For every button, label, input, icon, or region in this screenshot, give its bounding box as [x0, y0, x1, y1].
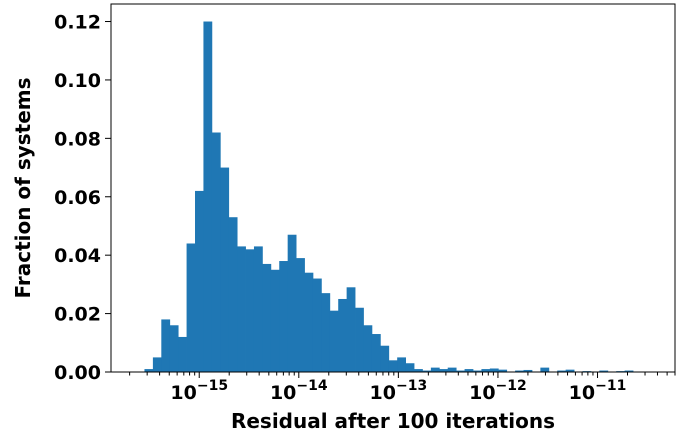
- histogram-bar: [304, 272, 314, 372]
- histogram-bar: [253, 246, 263, 372]
- histogram-bar: [220, 167, 230, 372]
- histogram-bar: [144, 369, 154, 372]
- histogram-bar: [540, 367, 550, 372]
- histogram-bar: [195, 190, 204, 372]
- y-tick-label: 0.06: [54, 187, 101, 209]
- histogram-bar: [329, 310, 339, 372]
- histogram-bar: [178, 336, 187, 372]
- y-axis-label: Fraction of systems: [11, 77, 35, 298]
- histogram-bar: [321, 293, 331, 372]
- x-tick-label: 10−13: [370, 378, 428, 404]
- y-tick-label: 0.08: [54, 128, 101, 150]
- histogram-bar: [388, 360, 398, 372]
- histogram-bar: [203, 21, 213, 373]
- histogram-bar: [397, 357, 406, 372]
- x-axis: 10−15 10−14 10−13 10−12 10−11: [129, 372, 676, 404]
- histogram-bar: [262, 263, 272, 372]
- histogram-bar: [481, 369, 491, 372]
- y-tick-label: 0.10: [54, 70, 101, 92]
- x-tick-label: 10−15: [170, 378, 228, 404]
- histogram-bar: [599, 370, 609, 372]
- x-tick-label: 10−11: [569, 378, 627, 404]
- histogram-bar: [169, 325, 179, 372]
- histogram-bar: [414, 369, 423, 372]
- histogram-bar: [557, 370, 567, 372]
- y-tick-label: 0.12: [54, 12, 101, 34]
- y-axis: 0.00 0.02 0.04 0.06 0.08 0.10 0.12: [54, 12, 111, 384]
- histogram-bar: [430, 367, 440, 372]
- histogram-bar: [405, 363, 415, 372]
- histogram-bar: [422, 370, 432, 372]
- histogram-bar: [228, 217, 238, 372]
- histogram-bar: [624, 370, 634, 372]
- histogram-bar: [152, 357, 162, 372]
- histogram-bar: [371, 334, 381, 372]
- histogram-bar: [237, 246, 246, 372]
- histogram-bar: [279, 261, 289, 372]
- x-axis-label: Residual after 100 iterations: [231, 409, 555, 433]
- y-tick-label: 0.02: [54, 304, 101, 326]
- x-tick-label: 10−12: [469, 378, 527, 404]
- histogram-bar: [211, 132, 221, 372]
- histogram-bar: [447, 367, 457, 372]
- bars-group: [144, 21, 634, 373]
- y-tick-label: 0.00: [54, 362, 101, 384]
- histogram-bar: [355, 307, 364, 372]
- histogram-bar: [456, 370, 465, 372]
- histogram-bar: [515, 370, 524, 372]
- histogram-bar: [363, 325, 373, 372]
- x-tick-label: 10−14: [270, 378, 328, 404]
- histogram-bar: [287, 234, 297, 372]
- histogram-bar: [498, 369, 508, 372]
- histogram-bar: [338, 298, 348, 372]
- y-tick-label: 0.04: [54, 245, 101, 267]
- plot-frame: [110, 3, 676, 373]
- histogram-bar: [523, 369, 533, 372]
- histogram-bar: [472, 370, 482, 372]
- histogram-bar: [161, 319, 171, 372]
- histogram-bar: [565, 369, 575, 372]
- histogram-bar: [270, 269, 280, 372]
- histogram-bar: [489, 368, 499, 372]
- histogram-bar: [245, 249, 255, 372]
- histogram-bar: [296, 258, 305, 372]
- histogram-bar: [439, 369, 449, 372]
- histogram-bar: [186, 243, 196, 372]
- histogram-bar: [380, 345, 390, 372]
- histogram-bar: [346, 287, 356, 372]
- histogram-bar: [464, 369, 474, 372]
- histogram-bar: [312, 278, 322, 372]
